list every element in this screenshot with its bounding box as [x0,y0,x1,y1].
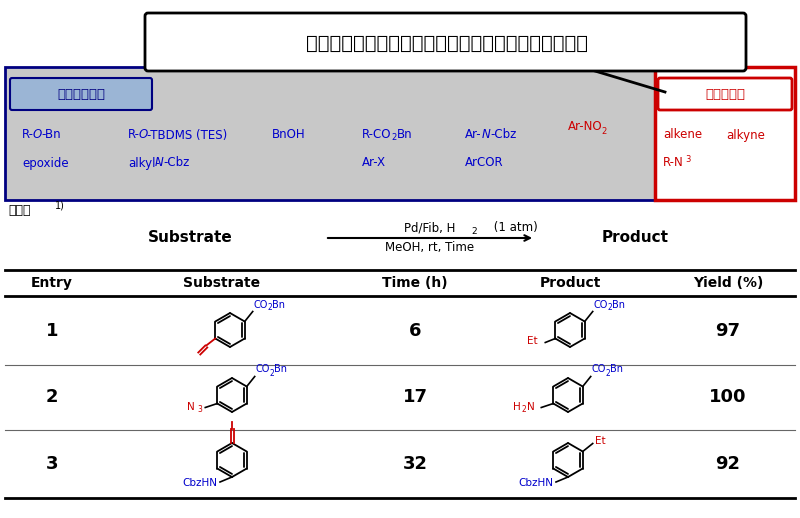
Text: 32: 32 [402,455,427,473]
Text: alkyl-: alkyl- [128,156,160,169]
Text: alkene: alkene [663,128,702,141]
Text: Bn: Bn [610,365,622,375]
Text: N: N [155,156,164,169]
Text: 2: 2 [46,388,58,406]
Text: N: N [527,401,535,411]
FancyBboxPatch shape [145,13,746,71]
Text: CbzHN: CbzHN [518,478,553,488]
Text: 1: 1 [46,322,58,340]
Text: Product: Product [602,231,669,246]
Text: 97: 97 [715,322,741,340]
Text: 2: 2 [268,304,273,312]
Text: (1 atm): (1 atm) [490,222,538,235]
Text: CO: CO [592,365,606,375]
Text: -TBDMS (TES): -TBDMS (TES) [147,128,227,141]
Text: 2: 2 [391,134,396,142]
Text: 3: 3 [198,405,202,414]
Text: Bn: Bn [397,128,413,141]
Text: Et: Et [594,437,606,447]
Text: Bn: Bn [612,299,625,309]
Text: CO: CO [594,299,608,309]
Text: R-: R- [22,128,34,141]
Text: Yield (%): Yield (%) [693,276,763,290]
Text: N: N [187,401,195,411]
FancyBboxPatch shape [658,78,792,110]
Text: Time (h): Time (h) [382,276,448,290]
Text: O: O [139,128,148,141]
Text: Product: Product [539,276,601,290]
Text: 2: 2 [471,226,477,236]
Text: Ar-: Ar- [465,128,482,141]
Text: -Cbz: -Cbz [163,156,190,169]
Text: 2: 2 [270,368,274,378]
Text: Pd/Fib, H: Pd/Fib, H [404,222,456,235]
Text: 1): 1) [55,201,65,211]
Text: BnOH: BnOH [272,128,306,141]
Text: alkyne: alkyne [726,128,765,141]
Text: Bn: Bn [272,299,285,309]
Text: 3: 3 [685,155,690,165]
Text: 2: 2 [608,304,613,312]
Text: Bn: Bn [274,365,286,375]
Text: MeOH, rt, Time: MeOH, rt, Time [386,241,474,254]
Text: Entry: Entry [31,276,73,290]
Text: アルケン、アジド、アルキンを選択的に還元します。: アルケン、アジド、アルキンを選択的に還元します。 [306,34,588,52]
Text: 3: 3 [46,455,58,473]
Text: CO: CO [256,365,270,375]
Text: R-CO: R-CO [362,128,391,141]
Text: R-N: R-N [663,156,684,169]
Text: 92: 92 [715,455,741,473]
Text: Et: Et [527,337,538,347]
Text: H: H [514,401,521,411]
Text: R-: R- [128,128,140,141]
Text: CbzHN: CbzHN [182,478,217,488]
Text: 還元される: 還元される [705,88,745,100]
Text: 反応例: 反応例 [8,204,30,217]
FancyBboxPatch shape [10,78,152,110]
Text: Ar-X: Ar-X [362,156,386,169]
Text: O: O [33,128,42,141]
Text: Substrate: Substrate [183,276,261,290]
Text: 2: 2 [606,368,610,378]
Text: ArCOR: ArCOR [465,156,504,169]
Text: 2: 2 [522,405,526,414]
Text: -Cbz: -Cbz [490,128,516,141]
Bar [655,67,795,200]
Text: 6: 6 [409,322,422,340]
Text: -Bn: -Bn [41,128,61,141]
Text: Ar-NO: Ar-NO [568,121,602,134]
Bar [5,67,655,200]
Text: 17: 17 [402,388,427,406]
Text: 2: 2 [601,126,606,136]
Text: CO: CO [254,299,268,309]
Text: epoxide: epoxide [22,156,69,169]
Text: Substrate: Substrate [148,231,232,246]
Text: 還元されない: 還元されない [57,88,105,100]
Text: 100: 100 [710,388,746,406]
Text: N: N [482,128,490,141]
